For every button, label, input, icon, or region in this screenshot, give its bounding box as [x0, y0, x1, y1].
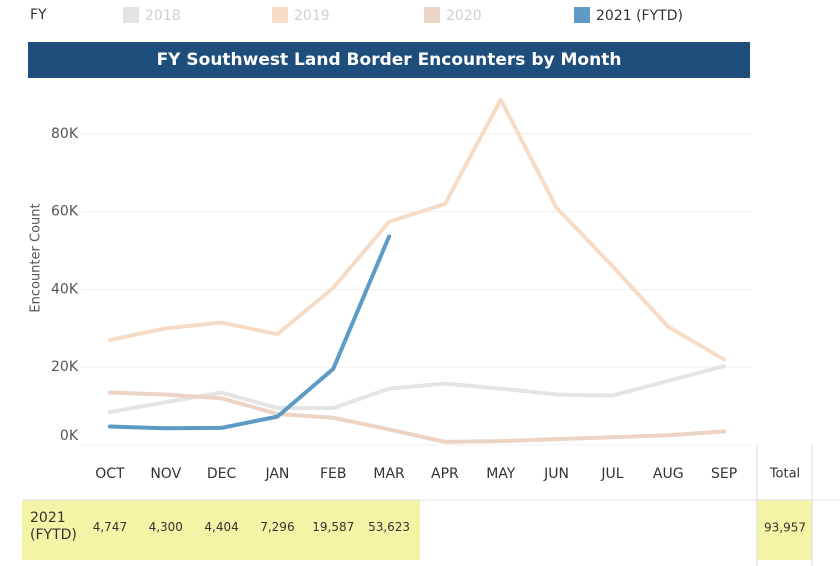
- x-tick-label: MAY: [486, 466, 516, 482]
- table-cell: 19,587: [312, 520, 355, 534]
- legend-label: 2020: [446, 8, 482, 24]
- chart-title: FY Southwest Land Border Encounters by M…: [157, 50, 622, 70]
- x-tick-label: AUG: [653, 466, 684, 482]
- x-tick-label: JUL: [600, 466, 623, 482]
- title-bar: [28, 42, 750, 78]
- total-value: 93,957: [764, 521, 806, 535]
- y-tick-label: 40K: [51, 281, 79, 297]
- x-tick-label: NOV: [150, 466, 181, 482]
- x-tick-label: MAR: [373, 466, 405, 482]
- table-cell: 7,296: [260, 520, 295, 534]
- table-row-highlight: [22, 500, 420, 560]
- x-tick-label: JAN: [264, 466, 289, 482]
- x-tick-label: SEP: [711, 466, 737, 482]
- table-cell: 4,747: [92, 520, 128, 534]
- table-cell: 53,623: [368, 520, 411, 534]
- legend-swatch: [272, 7, 288, 23]
- x-tick-label: DEC: [207, 466, 237, 482]
- y-tick-label: 60K: [51, 204, 79, 220]
- legend-label: 2021 (FYTD): [596, 8, 683, 24]
- legend-title: FY: [30, 7, 47, 23]
- table-row-bg: [420, 500, 757, 560]
- y-tick-label: 20K: [51, 359, 79, 375]
- legend-swatch: [123, 7, 139, 23]
- series-line: [107, 97, 727, 362]
- legend-label: 2019: [294, 8, 330, 24]
- x-tick-label: FEB: [320, 466, 347, 482]
- y-axis-label: Encounter Count: [29, 203, 44, 312]
- y-tick-label: 80K: [51, 126, 79, 142]
- series-line: [107, 234, 392, 431]
- series-line: [107, 390, 727, 444]
- legend-swatch: [424, 7, 440, 23]
- legend-label: 2018: [145, 8, 181, 24]
- table-cell: 4,404: [204, 520, 239, 534]
- x-tick-label: APR: [431, 466, 459, 482]
- x-tick-label: OCT: [95, 466, 125, 482]
- table-row-label: 2021 (FYTD): [30, 510, 77, 543]
- y-tick-label: 0K: [60, 428, 79, 444]
- table-cell: 4,300: [148, 520, 183, 534]
- total-header: Total: [769, 467, 800, 482]
- series-line: [107, 364, 727, 414]
- x-tick-label: JUN: [543, 466, 569, 482]
- legend-swatch: [574, 7, 590, 23]
- total-highlight: [757, 500, 812, 560]
